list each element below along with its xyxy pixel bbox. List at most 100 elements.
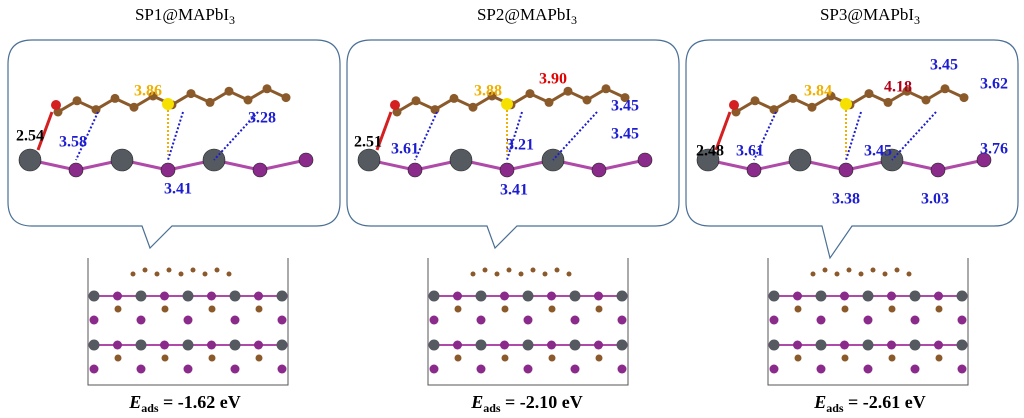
distance-label: 4.18 — [884, 79, 912, 96]
distance-label: 3.84 — [804, 83, 832, 100]
ma-molecule — [162, 306, 169, 313]
o-atom — [51, 100, 61, 110]
pb-atom — [617, 291, 628, 302]
i-atom — [864, 316, 873, 325]
i-atom — [160, 341, 169, 350]
distance-label: 3.45 — [930, 57, 958, 74]
i-atom — [817, 365, 826, 374]
energy-symbol: E — [470, 392, 483, 412]
i-atom — [547, 341, 556, 350]
i-atom — [638, 153, 652, 167]
pb-atom — [863, 340, 874, 351]
figure: SP1@MAPbI32.543.583.863.413.28Eads = -1.… — [0, 0, 1024, 418]
distance-label: 3.58 — [59, 134, 87, 151]
i-atom — [571, 316, 580, 325]
s-atom — [840, 98, 852, 110]
pb-atom — [816, 291, 827, 302]
distance-label: 2.51 — [354, 134, 382, 151]
pb-atom — [429, 291, 440, 302]
c-atom — [191, 268, 196, 273]
ma-molecule — [455, 306, 462, 313]
distance-label: 2.54 — [16, 128, 44, 145]
s-atom — [501, 98, 513, 110]
distance-label: 3.41 — [164, 181, 192, 198]
title-text: SP3@MAPbI — [820, 5, 914, 24]
i-atom — [477, 316, 486, 325]
ma-molecule — [842, 306, 849, 313]
distance-label: 3.90 — [539, 71, 567, 88]
energy-label: Eads = -2.61 eV — [813, 392, 926, 415]
energy-subscript: ads — [826, 401, 844, 415]
title-subscript: 3 — [914, 13, 920, 27]
i-atom — [69, 163, 83, 177]
ma-molecule — [455, 355, 462, 362]
c-atom — [823, 268, 828, 273]
i-atom — [911, 365, 920, 374]
i-atom — [618, 365, 627, 374]
title-text: SP1@MAPbI — [135, 5, 229, 24]
ma-molecule — [256, 355, 263, 362]
i-atom — [207, 341, 216, 350]
ma-molecule — [936, 306, 943, 313]
c-atom — [179, 272, 184, 277]
c-atom — [227, 272, 232, 277]
i-atom — [931, 163, 945, 177]
c-atom — [495, 272, 500, 277]
i-atom — [278, 365, 287, 374]
i-atom — [840, 292, 849, 301]
i-atom — [453, 292, 462, 301]
distance-label: 3.61 — [736, 143, 764, 160]
ma-molecule — [115, 306, 122, 313]
i-atom — [477, 365, 486, 374]
pb-atom — [816, 340, 827, 351]
i-atom — [934, 292, 943, 301]
pb-atom — [111, 149, 133, 171]
c-atom — [871, 268, 876, 273]
pb-atom — [277, 291, 288, 302]
energy-value: = -2.10 eV — [501, 392, 583, 412]
i-atom — [231, 316, 240, 325]
i-atom — [958, 365, 967, 374]
energy-subscript: ads — [483, 401, 501, 415]
pb-atom — [230, 340, 241, 351]
pb-atom — [957, 340, 968, 351]
ma-molecule — [842, 355, 849, 362]
o-atom — [729, 100, 739, 110]
i-atom — [840, 341, 849, 350]
distance-label: 3.38 — [832, 191, 860, 208]
panel-title: SP3@MAPbI3 — [820, 5, 920, 27]
i-atom — [911, 316, 920, 325]
c-atom — [131, 272, 136, 277]
i-atom — [770, 316, 779, 325]
i-atom — [207, 292, 216, 301]
i-atom — [184, 365, 193, 374]
i-atom — [137, 316, 146, 325]
distance-label: 3.41 — [500, 182, 528, 199]
i-atom — [958, 316, 967, 325]
energy-symbol: E — [128, 392, 141, 412]
pb-atom — [617, 340, 628, 351]
i-atom — [430, 316, 439, 325]
ma-molecule — [502, 306, 509, 313]
i-atom — [253, 163, 267, 177]
ma-molecule — [889, 306, 896, 313]
ma-molecule — [502, 355, 509, 362]
title-subscript: 3 — [229, 13, 235, 27]
ma-molecule — [795, 306, 802, 313]
i-atom — [594, 341, 603, 350]
c-atom — [143, 268, 148, 273]
i-atom — [524, 316, 533, 325]
c-atom — [167, 268, 172, 273]
pb-atom — [358, 149, 380, 171]
pb-atom — [183, 291, 194, 302]
c-atom — [960, 93, 969, 102]
distance-label: 3.28 — [248, 110, 276, 127]
ma-molecule — [549, 306, 556, 313]
pb-atom — [429, 340, 440, 351]
c-atom — [203, 272, 208, 277]
ma-molecule — [596, 306, 603, 313]
ma-molecule — [549, 355, 556, 362]
distance-label: 3.86 — [134, 83, 162, 100]
pb-atom — [89, 340, 100, 351]
i-atom — [864, 365, 873, 374]
